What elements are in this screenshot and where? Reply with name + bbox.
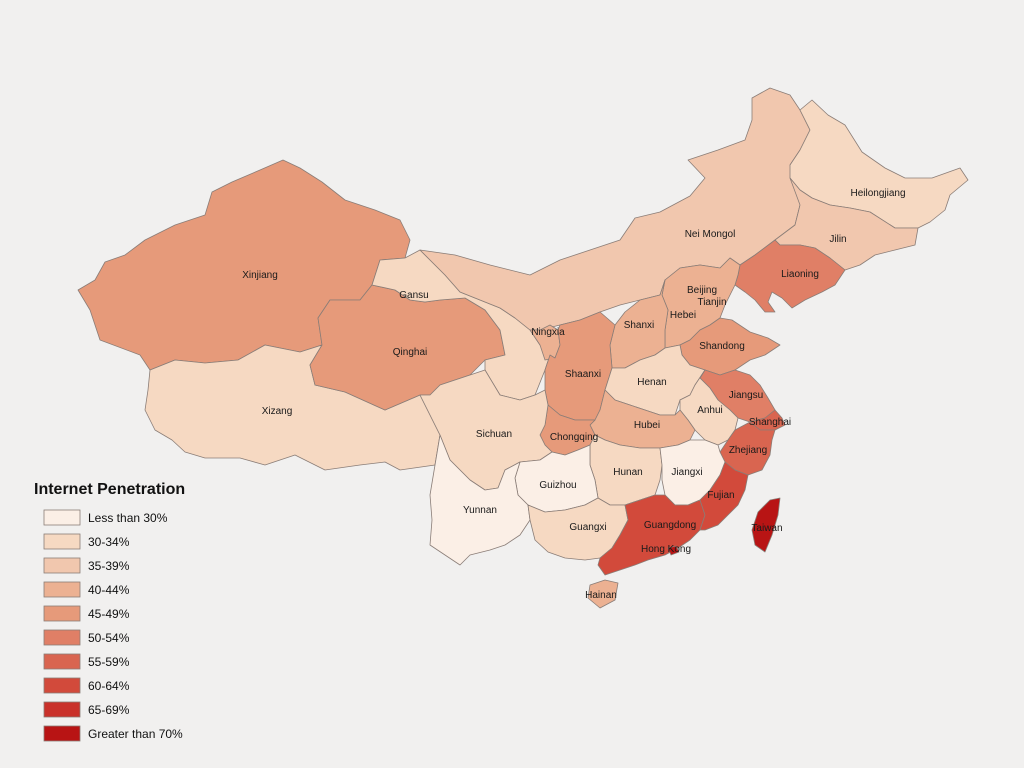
legend-swatch-3 <box>43 581 81 598</box>
legend-label-5: 50-54% <box>88 631 130 645</box>
legend-swatch-5 <box>43 629 81 646</box>
label-nei-mongol: Nei Mongol <box>685 229 736 240</box>
region-fujian <box>699 461 749 531</box>
label-liaoning: Liaoning <box>781 269 819 280</box>
label-hong-kong: Hong Kong <box>641 544 691 555</box>
label-henan: Henan <box>637 377 666 388</box>
label-hainan: Hainan <box>585 590 617 601</box>
label-beijing: Beijing <box>687 285 717 296</box>
label-jilin: Jilin <box>829 234 846 245</box>
label-shandong: Shandong <box>699 341 745 352</box>
label-heilongjiang: Heilongjiang <box>850 188 905 199</box>
legend-label-6: 55-59% <box>88 655 130 669</box>
label-anhui: Anhui <box>697 405 723 416</box>
label-yunnan: Yunnan <box>463 505 497 516</box>
label-zhejiang: Zhejiang <box>729 445 767 456</box>
legend-label-1: 30-34% <box>88 535 130 549</box>
legend-swatch-6 <box>43 653 81 670</box>
legend-swatch-9 <box>43 725 81 742</box>
label-ningxia: Ningxia <box>531 327 565 338</box>
legend-swatch-8 <box>43 701 81 718</box>
label-tianjin: Tianjin <box>697 297 726 308</box>
region-hong-kong <box>667 545 680 556</box>
legend-swatch-4 <box>43 605 81 622</box>
label-xinjiang: Xinjiang <box>242 270 278 281</box>
label-qinghai: Qinghai <box>393 347 427 358</box>
label-taiwan: Taiwan <box>751 523 782 534</box>
label-hubei: Hubei <box>634 420 660 431</box>
region-liaoning <box>734 239 846 313</box>
label-hebei: Hebei <box>670 310 696 321</box>
legend-swatch-1 <box>43 533 81 550</box>
legend-label-8: 65-69% <box>88 703 130 717</box>
label-guizhou: Guizhou <box>539 480 576 491</box>
label-xizang: Xizang <box>262 406 293 417</box>
label-guangxi: Guangxi <box>569 522 606 533</box>
label-jiangsu: Jiangsu <box>729 390 763 401</box>
legend-label-7: 60-64% <box>88 679 130 693</box>
region-hainan <box>587 579 619 609</box>
legend-label-3: 40-44% <box>88 583 130 597</box>
label-sichuan: Sichuan <box>476 429 512 440</box>
legend-swatch-0 <box>43 509 81 526</box>
legend-label-2: 35-39% <box>88 559 130 573</box>
label-shaanxi: Shaanxi <box>565 369 601 380</box>
label-fujian: Fujian <box>707 490 734 501</box>
legend-swatch-7 <box>43 677 81 694</box>
label-gansu: Gansu <box>399 290 428 301</box>
label-shanghai: Shanghai <box>749 417 791 428</box>
legend-label-0: Less than 30% <box>88 511 168 525</box>
label-hunan: Hunan <box>613 467 642 478</box>
label-shanxi: Shanxi <box>624 320 655 331</box>
label-chongqing: Chongqing <box>550 432 598 443</box>
label-guangdong: Guangdong <box>644 520 696 531</box>
legend-swatch-2 <box>43 557 81 574</box>
legend-label-4: 45-49% <box>88 607 130 621</box>
legend-title: Internet Penetration <box>34 481 185 498</box>
region-taiwan <box>751 497 781 553</box>
legend: Internet Penetration Less than 30% 30-34… <box>34 481 185 742</box>
label-jiangxi: Jiangxi <box>671 467 702 478</box>
legend-label-9: Greater than 70% <box>88 727 183 741</box>
